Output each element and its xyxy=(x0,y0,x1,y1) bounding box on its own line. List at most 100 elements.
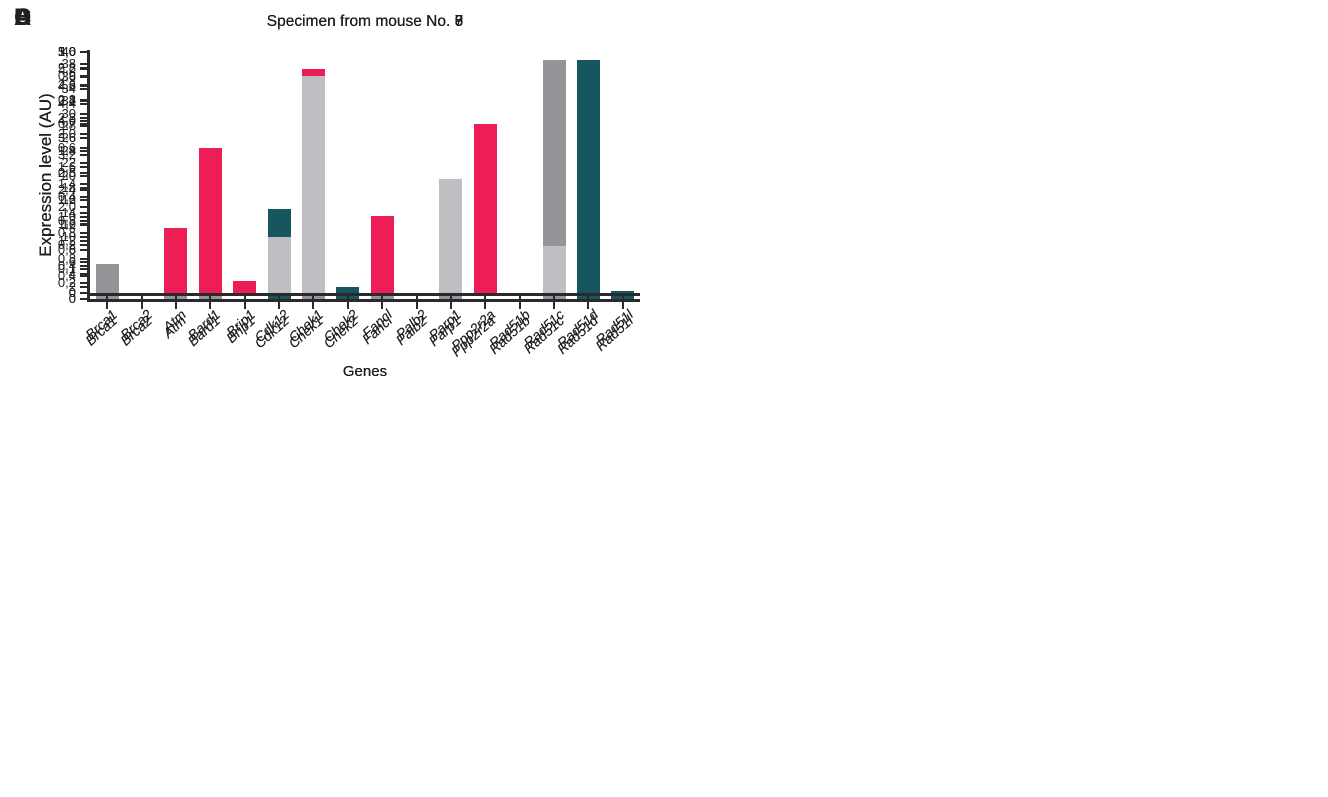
y-tick-label: 0,4 xyxy=(57,188,76,204)
y-tick xyxy=(80,199,87,202)
y-tick-label: 1,4 xyxy=(57,175,76,191)
y-tick-label: 0,3 xyxy=(57,212,76,228)
x-tick xyxy=(415,302,418,309)
y-tick-label: 0,4 xyxy=(57,258,76,274)
y-tick xyxy=(80,83,87,86)
y-tick-label: 2 xyxy=(68,278,76,294)
y-tick-label: 26 xyxy=(61,130,76,146)
y-tick xyxy=(80,211,87,214)
y-tick-label: 4,0 xyxy=(57,112,76,128)
bar-brip1 xyxy=(233,280,257,293)
y-tick-label: 32 xyxy=(61,93,76,109)
panel-letter: D xyxy=(14,4,32,31)
y-tick-label: 3,0 xyxy=(57,44,76,59)
y-tick xyxy=(80,257,87,260)
y-tick xyxy=(80,274,87,277)
y-tick xyxy=(80,68,87,71)
y-tick-label: 3,2 xyxy=(57,147,76,163)
x-tick xyxy=(140,302,143,309)
y-tick-label: 0 xyxy=(68,285,76,300)
y-tick xyxy=(80,195,87,198)
x-tick xyxy=(312,296,315,303)
y-tick-label: 5,2 xyxy=(57,61,76,77)
y-tick-label: 2,8 xyxy=(57,164,76,180)
y-tick xyxy=(80,171,87,174)
y-tick-label: 4 xyxy=(68,266,76,282)
y-tick xyxy=(80,147,87,150)
bar-chek1 xyxy=(301,75,325,293)
x-tick xyxy=(243,302,246,309)
panel-title: Specimen from mouse No. 6 xyxy=(266,13,464,30)
bar-atm xyxy=(164,227,188,293)
panel-d: D Specimen from mouse No. 9 Expression l… xyxy=(0,0,664,398)
x-axis-label: Genes xyxy=(342,363,388,380)
y-tick xyxy=(80,102,87,105)
y-tick xyxy=(80,248,87,251)
y-tick xyxy=(80,265,87,268)
y-tick-label: 0,8 xyxy=(57,225,76,241)
y-tick xyxy=(80,63,87,66)
y-tick-label: 0,4 xyxy=(57,267,76,283)
y-tick xyxy=(80,292,87,294)
x-tick xyxy=(621,296,624,303)
y-tick xyxy=(80,232,87,235)
y-tick-label: 1,6 xyxy=(57,216,76,232)
y-tick xyxy=(80,267,87,270)
y-tick-label: 0,2 xyxy=(57,274,76,290)
x-tick xyxy=(415,296,418,303)
y-tick xyxy=(80,260,87,263)
y-tick xyxy=(80,116,87,119)
y-tick-label: 1,0 xyxy=(57,44,76,59)
y-tick xyxy=(80,166,87,169)
bar-fancl xyxy=(370,215,394,293)
y-tick xyxy=(80,125,87,128)
y-tick-label: 10 xyxy=(61,229,76,245)
x-tick xyxy=(449,302,452,309)
x-axis-line xyxy=(87,293,640,296)
y-tick-label: 4,4 xyxy=(57,95,76,111)
x-tick xyxy=(621,302,624,309)
y-tick-label: 6 xyxy=(68,253,76,269)
x-tick xyxy=(553,302,556,309)
y-tick-label: 8 xyxy=(68,241,76,257)
y-tick xyxy=(80,100,87,103)
x-tick xyxy=(484,302,487,309)
x-tick xyxy=(140,296,143,303)
y-tick-label: 1,2 xyxy=(57,233,76,249)
y-tick xyxy=(80,174,87,177)
panel-letter: C xyxy=(14,4,32,31)
y-tick-label: 2,2 xyxy=(57,109,76,125)
y-tick-label: 0,2 xyxy=(57,236,76,252)
y-tick-label: 0,8 xyxy=(57,92,76,108)
bar-ppp2r2a xyxy=(473,124,497,293)
x-tick xyxy=(449,296,452,303)
y-tick xyxy=(80,162,87,165)
x-tick xyxy=(209,302,212,309)
x-tick xyxy=(346,302,349,309)
y-tick-label: 2,8 xyxy=(57,60,76,76)
x-tick xyxy=(174,302,177,309)
x-tick xyxy=(518,296,521,303)
bar-brca1 xyxy=(95,263,119,299)
bar-cdk12 xyxy=(267,237,291,293)
x-tick xyxy=(174,296,177,303)
bar-rad51c xyxy=(542,245,566,293)
y-tick-label: 38 xyxy=(61,56,76,72)
y-tick-label: 34 xyxy=(61,81,76,97)
x-tick xyxy=(518,302,521,309)
y-tick xyxy=(80,137,87,140)
x-tick xyxy=(346,296,349,303)
y-tick xyxy=(80,281,87,284)
y-tick-label: 36 xyxy=(61,68,76,84)
y-tick-label: 30 xyxy=(61,105,76,121)
y-tick-label: 1,0 xyxy=(57,208,76,224)
y-tick-label: 3,6 xyxy=(57,130,76,146)
y-tick xyxy=(80,205,87,208)
y-tick xyxy=(80,236,87,239)
y-tick-label: 1,2 xyxy=(57,192,76,208)
y-tick xyxy=(80,112,87,115)
y-tick-label: 0,1 xyxy=(57,260,76,276)
y-tick xyxy=(80,223,87,226)
bar-bard1 xyxy=(198,148,222,293)
